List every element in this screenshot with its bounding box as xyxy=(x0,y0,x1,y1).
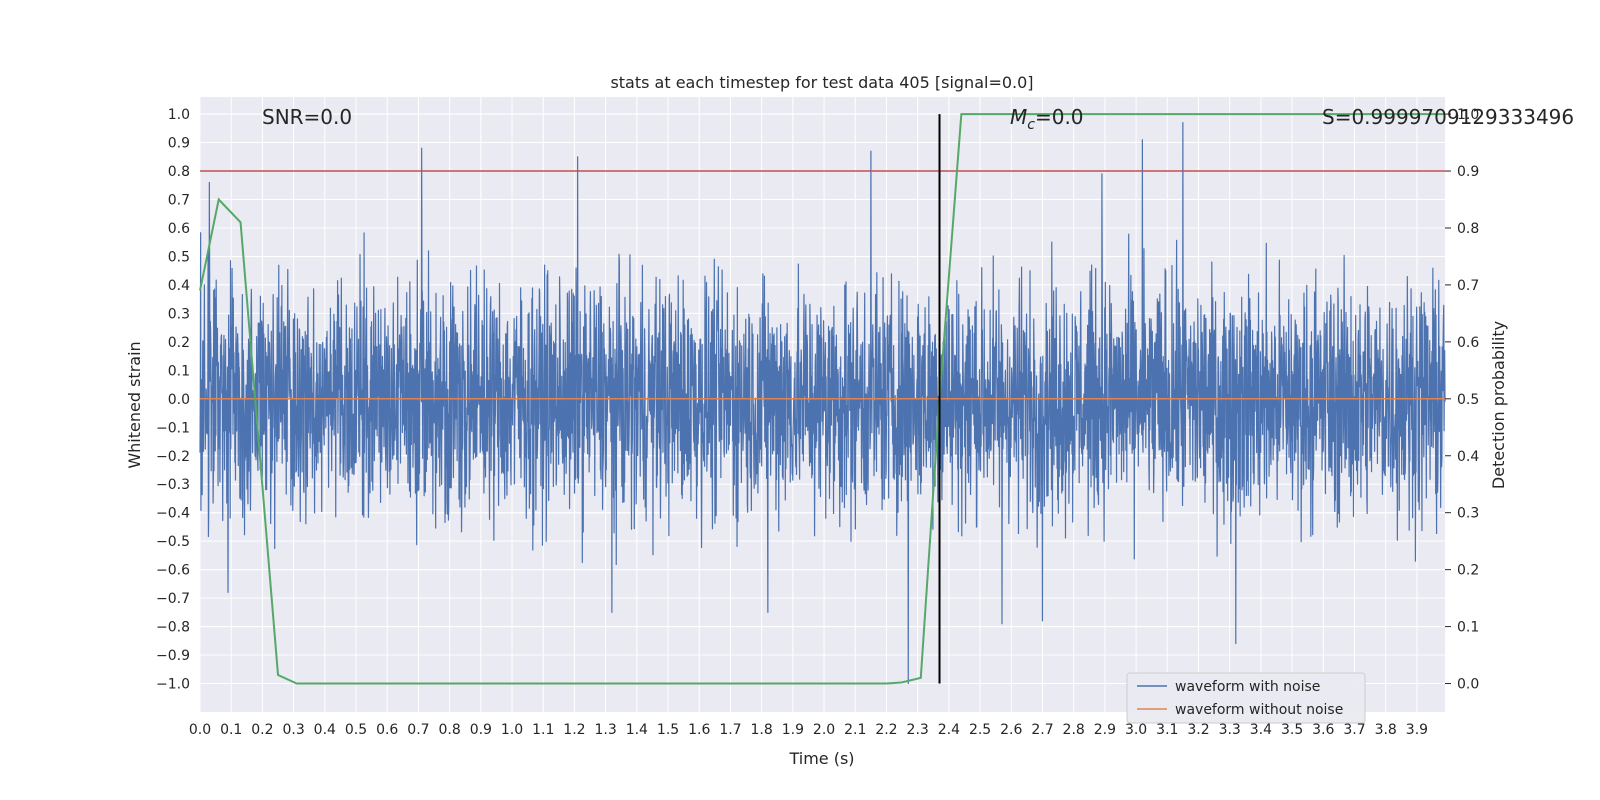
x-tick-label: 0.1 xyxy=(220,722,242,738)
y-tick-label: −0.1 xyxy=(156,420,190,436)
x-tick-label: 1.6 xyxy=(688,722,710,738)
x-tick-label: 2.3 xyxy=(907,722,929,738)
y2-tick-label: 1.0 xyxy=(1457,107,1479,123)
x-tick-label: 3.6 xyxy=(1312,722,1334,738)
mc-subscript: c xyxy=(1027,117,1035,133)
snr-annotation: SNR=0.0 xyxy=(262,105,352,129)
x-tick-label: 1.3 xyxy=(595,722,617,738)
x-tick-label: 0.8 xyxy=(438,722,460,738)
x-axis-label: Time (s) xyxy=(788,749,854,768)
x-tick-label: 2.4 xyxy=(938,722,960,738)
x-tick-label: 3.9 xyxy=(1406,722,1428,738)
y2-tick-label: 0.5 xyxy=(1457,392,1479,408)
x-tick-label: 1.4 xyxy=(626,722,648,738)
y-tick-label: 0.4 xyxy=(168,278,190,294)
probability-line xyxy=(199,113,1445,685)
x-tick-label: 2.7 xyxy=(1031,722,1053,738)
y2-tick-label: 0.1 xyxy=(1457,620,1479,636)
y-tick-label: 0.3 xyxy=(168,306,190,322)
x-tick-label: 2.8 xyxy=(1063,722,1085,738)
y-tick-label: −0.7 xyxy=(156,591,190,607)
x-tick-label: 2.5 xyxy=(969,722,991,738)
y2-tick-label: 0.6 xyxy=(1457,335,1479,351)
y-axis-label: Whitened strain xyxy=(125,341,144,468)
y-tick-label: 0.9 xyxy=(168,136,190,152)
y-tick-label: 1.0 xyxy=(168,107,190,123)
mc-symbol: M xyxy=(1010,105,1027,129)
y-tick-label: 0.8 xyxy=(168,164,190,180)
x-tick-label: 3.7 xyxy=(1343,722,1365,738)
y2-tick-label: 0.9 xyxy=(1457,164,1479,180)
x-tick-label: 0.9 xyxy=(470,722,492,738)
x-tick-label: 2.9 xyxy=(1094,722,1116,738)
mc-annotation: Mc=0.0 xyxy=(1010,105,1084,133)
y-tick-label: 0.7 xyxy=(168,193,190,209)
x-tick-label: 0.5 xyxy=(345,722,367,738)
x-tick-label: 0.7 xyxy=(407,722,429,738)
y-tick-label: 0.2 xyxy=(168,335,190,351)
y2-tick-label: 0.2 xyxy=(1457,563,1479,579)
y2-axis-label: Detection probability xyxy=(1489,321,1508,489)
x-tick-label: 1.1 xyxy=(532,722,554,738)
series-detection-probability xyxy=(199,113,1445,685)
y-tick-label: −0.6 xyxy=(156,563,190,579)
y-tick-label: 0.6 xyxy=(168,221,190,237)
legend-label-clean: waveform without noise xyxy=(1175,702,1343,718)
x-tick-label: 0.2 xyxy=(251,722,273,738)
x-tick-label: 1.7 xyxy=(719,722,741,738)
x-tick-label: 0.0 xyxy=(189,722,211,738)
x-tick-label: 3.3 xyxy=(1219,722,1241,738)
legend-box xyxy=(1126,672,1366,724)
y-tick-label: −0.9 xyxy=(156,648,190,664)
x-tick-label: 0.3 xyxy=(282,722,304,738)
x-tick-label: 0.6 xyxy=(376,722,398,738)
y2-tick-label: 0.0 xyxy=(1457,677,1479,693)
y-axis-ticks: 1.0 0.9 0.8 0.7 0.6 0.5 0.4 0.3 0.2 0.1 0.0 −0.1 −0.… xyxy=(156,107,190,692)
x-tick-label: 3.8 xyxy=(1375,722,1397,738)
x-tick-label: 3.0 xyxy=(1125,722,1147,738)
y2-tick-label: 0.8 xyxy=(1457,221,1479,237)
y2-tick-label: 0.4 xyxy=(1457,449,1479,465)
y-tick-label: −0.3 xyxy=(156,477,190,493)
y-tick-label: 0.5 xyxy=(168,249,190,265)
y-tick-label: 0.1 xyxy=(168,363,190,379)
y-tick-label: −0.8 xyxy=(156,620,190,636)
y-tick-label: −1.0 xyxy=(156,677,190,693)
y-tick-label: −0.5 xyxy=(156,534,190,550)
x-tick-label: 1.5 xyxy=(657,722,679,738)
y-tick-label: −0.4 xyxy=(156,506,190,522)
x-tick-label: 1.2 xyxy=(563,722,585,738)
x-tick-label: 3.5 xyxy=(1281,722,1303,738)
x-tick-label: 1.8 xyxy=(751,722,773,738)
noise-line xyxy=(199,122,1446,685)
mc-value: =0.0 xyxy=(1035,105,1084,129)
x-tick-label: 1.9 xyxy=(782,722,804,738)
chart-title: stats at each timestep for test data 405… xyxy=(610,73,1033,92)
x-tick-label: 3.4 xyxy=(1250,722,1272,738)
series-waveform-with-noise xyxy=(199,122,1446,685)
y2-tick-label: 0.7 xyxy=(1457,278,1479,294)
x-tick-label: 2.1 xyxy=(844,722,866,738)
x-tick-label: 0.4 xyxy=(314,722,336,738)
x-tick-label: 2.6 xyxy=(1000,722,1022,738)
legend: waveform with noise waveform without noi… xyxy=(1126,672,1366,724)
y2-axis-ticks: 1.0 0.9 0.8 0.7 0.6 0.5 0.4 0.3 0.2 0.1 0.0 xyxy=(1445,107,1479,693)
y-tick-label: 0.0 xyxy=(168,392,190,408)
s-annotation: S=0.9999709129333496 xyxy=(1322,105,1574,129)
x-axis-ticks: 0.0 0.1 0.2 0.3 0.4 0.5 0.6 0.7 0.8 0.9 1.0 1.1 1.2 1… xyxy=(189,722,1428,738)
x-tick-label: 2.2 xyxy=(875,722,897,738)
x-tick-label: 1.0 xyxy=(501,722,523,738)
y-tick-label: −0.2 xyxy=(156,449,190,465)
x-tick-label: 3.2 xyxy=(1187,722,1209,738)
x-tick-label: 2.0 xyxy=(813,722,835,738)
y2-tick-label: 0.3 xyxy=(1457,506,1479,522)
legend-label-noise: waveform with noise xyxy=(1175,679,1320,695)
x-tick-label: 3.1 xyxy=(1156,722,1178,738)
